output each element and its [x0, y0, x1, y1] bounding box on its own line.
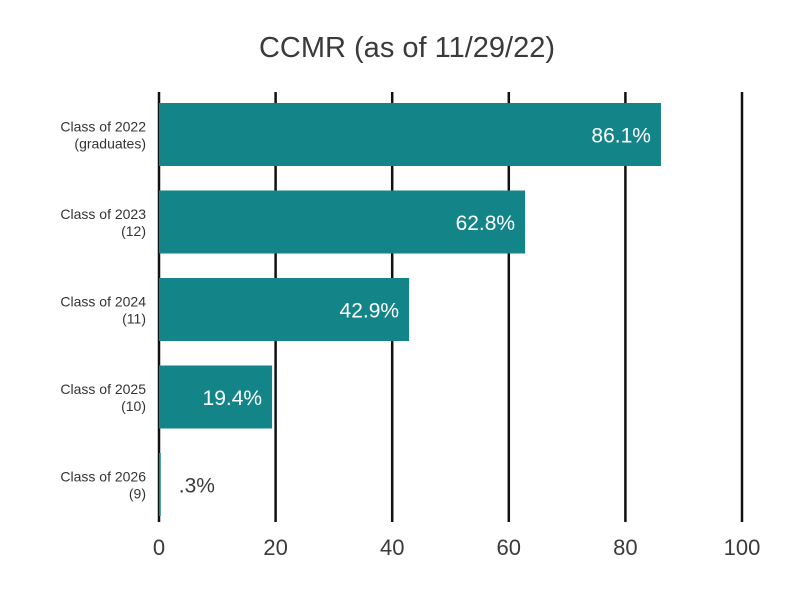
category-label: Class of 2022 — [60, 119, 146, 135]
category-labels: Class of 2022(graduates) Class of 2023(12… — [60, 119, 146, 502]
x-tick-label: 20 — [263, 535, 287, 560]
category-label: Class of 2026 — [60, 469, 146, 485]
bar — [159, 453, 161, 516]
category-sublabel: (11) — [122, 311, 146, 327]
category-sublabel: (10) — [121, 398, 146, 414]
category-label: Class of 2024 — [60, 294, 146, 310]
category-sublabel: (12) — [121, 223, 146, 239]
chart-title: CCMR (as of 11/29/22) — [259, 32, 555, 64]
x-tick-label: 40 — [380, 535, 404, 560]
data-label: 86.1% — [591, 125, 651, 148]
category-sublabel: (graduates) — [74, 136, 146, 152]
data-label: .3% — [179, 475, 215, 498]
bar — [159, 190, 526, 254]
x-tick-label: 0 — [153, 535, 165, 560]
x-tick-label: 60 — [497, 535, 521, 560]
x-tick-label: 80 — [613, 535, 637, 560]
bar — [159, 103, 661, 166]
x-axis-ticks: 0 20 40 60 80 100 — [153, 535, 760, 560]
bars — [159, 103, 661, 516]
bar — [159, 365, 273, 429]
category-label: Class of 2023 — [60, 206, 146, 222]
data-label: 19.4% — [203, 387, 263, 410]
bar — [159, 278, 410, 341]
category-sublabel: (9) — [129, 486, 146, 502]
data-label: 42.9% — [340, 300, 400, 323]
data-labels: 86.1% 62.8% 42.9% 19.4% .3% — [179, 125, 651, 498]
category-label: Class of 2025 — [60, 381, 146, 397]
data-label: 62.8% — [456, 212, 516, 235]
x-tick-label: 100 — [724, 535, 761, 560]
